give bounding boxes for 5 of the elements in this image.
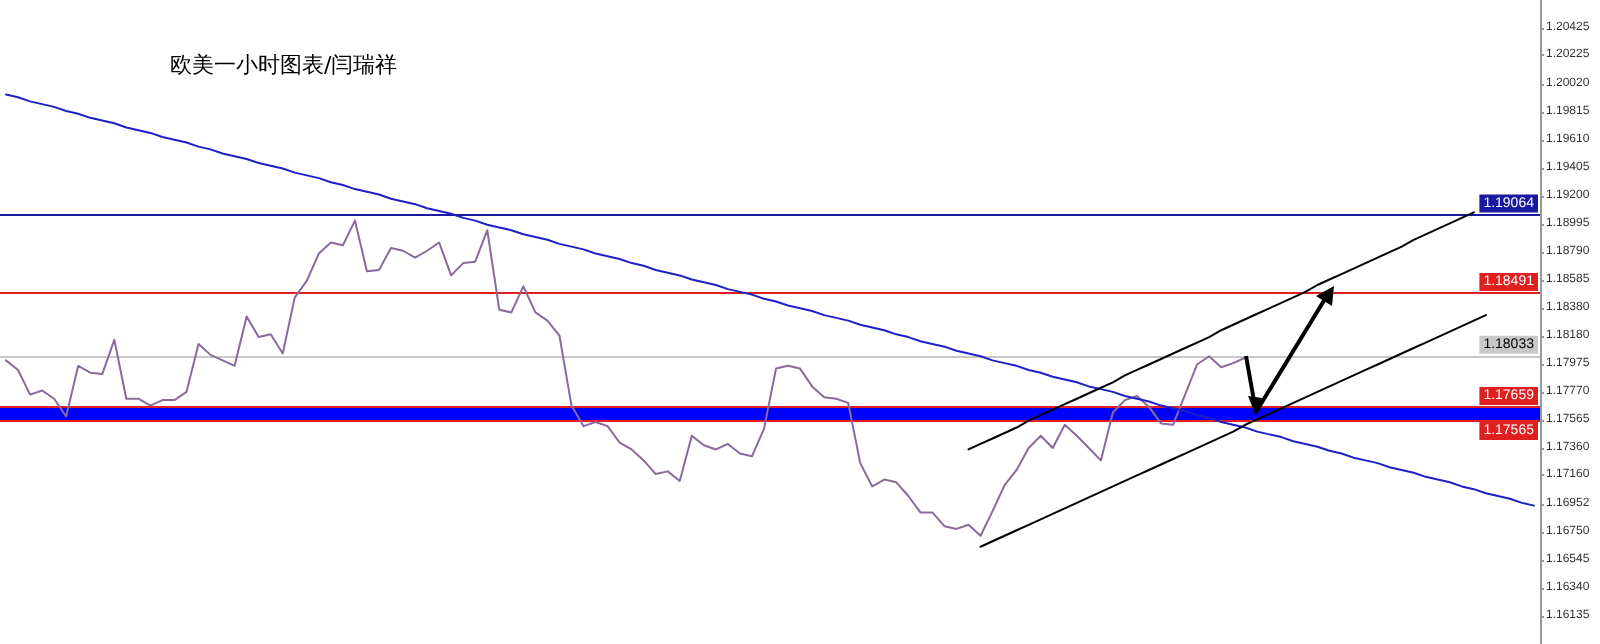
line-series (5, 219, 1247, 537)
line-series (967, 211, 1475, 451)
line-series (5, 93, 1535, 507)
line-series (979, 314, 1487, 548)
text: 欧美一小时图表/闫瑞祥 (170, 52, 398, 78)
